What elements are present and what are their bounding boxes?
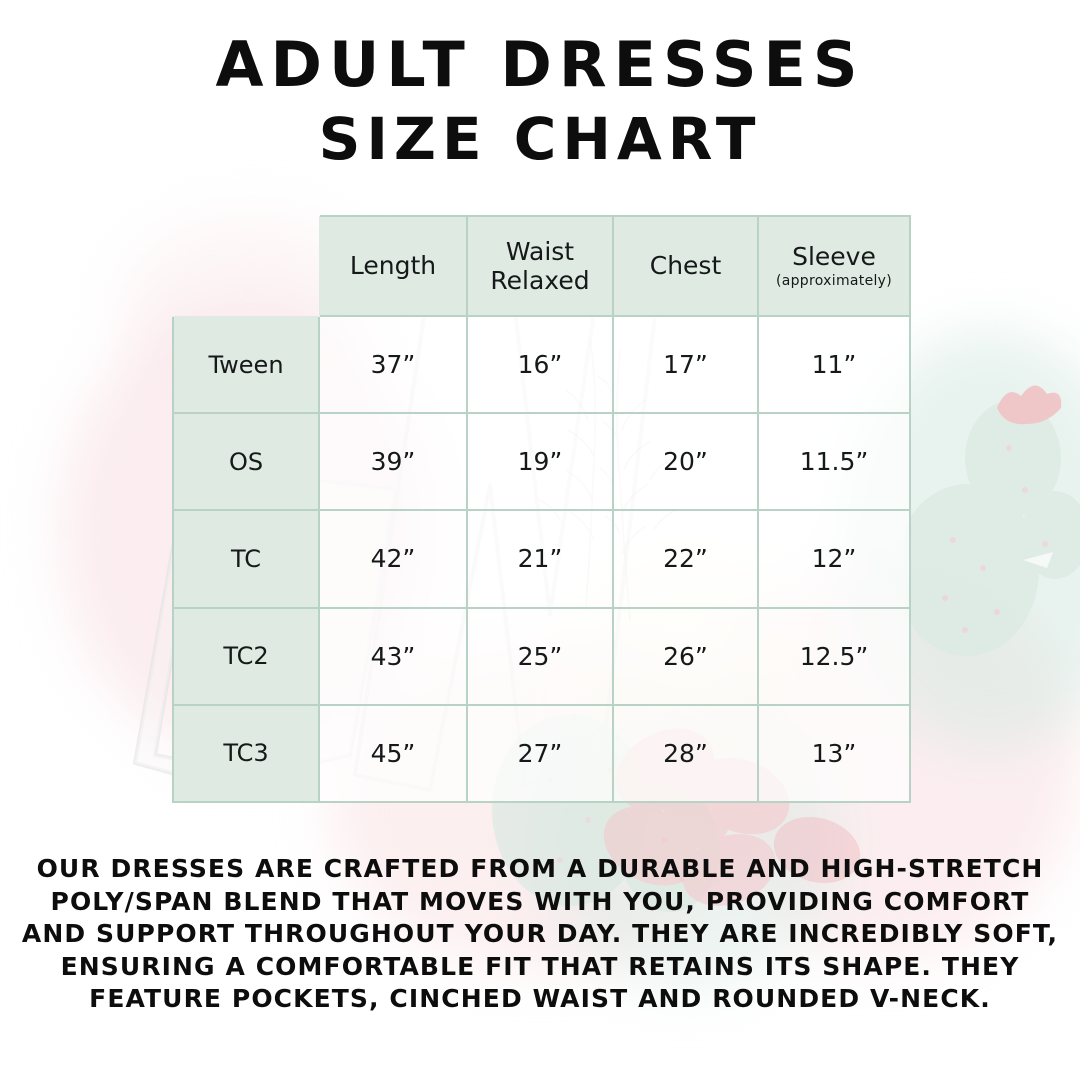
cell-sleeve-4: 13”: [757, 703, 911, 804]
table-row: OS 39” 19” 20” 11.5”: [172, 412, 911, 512]
table-row: TC3 45” 27” 28” 13”: [172, 703, 911, 804]
page-subtitle: SIZE CHART: [318, 105, 762, 173]
cell-chest-2: 22”: [612, 509, 759, 609]
description-line-2: POLY/SPAN BLEND THAT MOVES WITH YOU, PRO…: [50, 886, 1030, 916]
cell-size-2: TC: [172, 509, 320, 609]
cell-size-0: Tween: [172, 314, 320, 415]
cell-chest-1: 20”: [612, 412, 759, 512]
cell-sleeve-2: 12”: [757, 509, 911, 609]
size-chart-table-wrapper: Length Waist Relaxed Chest Sleeve (appro…: [172, 215, 911, 804]
cell-chest-4: 28”: [612, 703, 759, 804]
page-title-block: ADULT DRESSES SIZE CHART: [0, 28, 1080, 173]
cell-chest-3: 26”: [612, 606, 759, 706]
cell-waist-4: 27”: [466, 703, 614, 804]
cell-length-1: 39”: [318, 412, 468, 512]
size-chart-table: Length Waist Relaxed Chest Sleeve (appro…: [172, 215, 911, 804]
column-header-sleeve-label: Sleeve: [792, 241, 876, 271]
column-header-chest: Chest: [612, 215, 759, 317]
column-header-sleeve-note: (approximately): [775, 273, 893, 290]
table-row: TC 42” 21” 22” 12”: [172, 509, 911, 609]
table-header-row: Length Waist Relaxed Chest Sleeve (appro…: [173, 215, 911, 317]
cell-size-4: TC3: [172, 703, 320, 804]
column-header-waist-relaxed: Waist Relaxed: [466, 215, 614, 317]
table-corner-cell: [173, 216, 319, 316]
cell-length-0: 37”: [318, 314, 468, 415]
cell-waist-3: 25”: [466, 606, 614, 706]
description-line-5: FEATURE POCKETS, CINCHED WAIST AND ROUND…: [89, 984, 991, 1013]
cell-sleeve-0: 11”: [757, 314, 911, 415]
cell-length-3: 43”: [318, 606, 468, 706]
cell-waist-1: 19”: [466, 412, 614, 512]
cell-length-4: 45”: [318, 703, 468, 804]
cell-size-3: TC2: [172, 606, 320, 706]
cell-waist-2: 21”: [466, 509, 614, 609]
page-title: ADULT DRESSES: [215, 28, 865, 101]
description-line-1: OUR DRESSES ARE CRAFTED FROM A DURABLE A…: [36, 854, 1044, 883]
column-header-waist-line1: Waist: [505, 236, 575, 266]
cell-sleeve-1: 11.5”: [757, 412, 911, 512]
cell-size-1: OS: [172, 412, 320, 512]
cell-sleeve-3: 12.5”: [757, 606, 911, 706]
table-row: Tween 37” 16” 17” 11”: [172, 314, 911, 415]
description-line-4: ENSURING A COMFORTABLE FIT THAT RETAINS …: [60, 951, 1020, 981]
table-row: TC2 43” 25” 26” 12.5”: [172, 606, 911, 706]
column-header-length: Length: [318, 215, 468, 317]
cell-length-2: 42”: [318, 509, 468, 609]
product-description: OUR DRESSES ARE CRAFTED FROM A DURABLE A…: [0, 853, 1080, 1016]
cactus-right-icon: [905, 385, 1080, 656]
column-header-waist-line2: Relaxed: [490, 266, 590, 295]
cell-chest-0: 17”: [612, 314, 759, 415]
column-header-sleeve: Sleeve (approximately): [757, 215, 911, 317]
description-line-3: AND SUPPORT THROUGHOUT YOUR DAY. THEY AR…: [21, 919, 1059, 948]
cell-waist-0: 16”: [466, 314, 614, 415]
